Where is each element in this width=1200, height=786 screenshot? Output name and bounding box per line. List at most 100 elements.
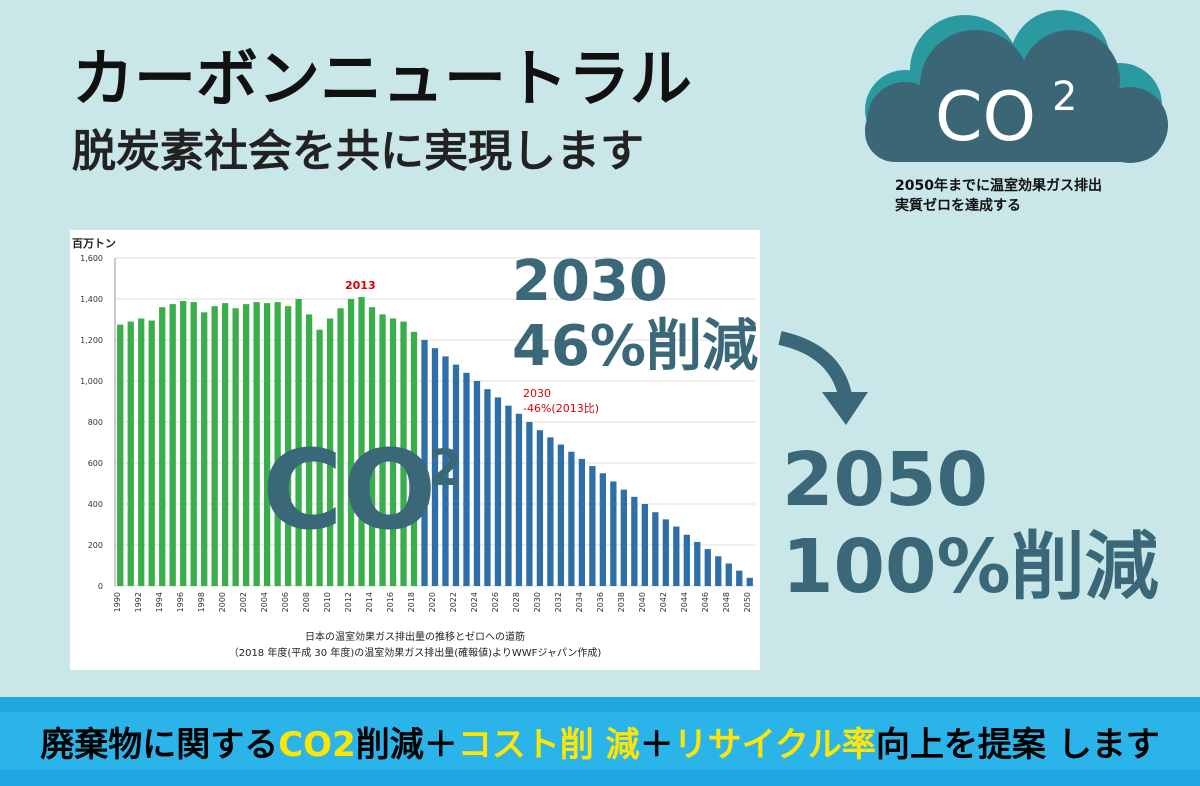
x-tick-label: 2042 bbox=[659, 592, 668, 612]
arrow-head bbox=[822, 392, 868, 425]
target-year: 2030 bbox=[512, 249, 668, 314]
x-tick-label: 2038 bbox=[617, 592, 626, 612]
x-tick-label: 2036 bbox=[596, 592, 605, 612]
x-tick-label: 2008 bbox=[302, 592, 311, 612]
banner-segment: ＋ bbox=[640, 725, 674, 765]
cloud-sup: 2 bbox=[1052, 74, 1077, 120]
bar bbox=[263, 303, 271, 586]
cloud: CO 2 bbox=[865, 10, 1168, 163]
x-tick-label: 2016 bbox=[386, 592, 395, 612]
bar bbox=[694, 541, 701, 586]
x-tick-label: 2040 bbox=[638, 592, 647, 612]
bar bbox=[494, 397, 502, 586]
bar bbox=[736, 570, 743, 586]
bar bbox=[201, 312, 208, 586]
bar bbox=[337, 308, 344, 586]
bar bbox=[138, 318, 145, 586]
bar bbox=[442, 356, 449, 586]
bar bbox=[190, 302, 197, 586]
bar bbox=[662, 519, 669, 586]
x-tick-label: 2028 bbox=[512, 592, 521, 612]
y-tick-label: 1,400 bbox=[80, 295, 103, 304]
bar bbox=[673, 526, 680, 586]
target-text: 100%削減 bbox=[782, 524, 1159, 610]
bar bbox=[284, 306, 292, 586]
cloud-caption: 2050年までに温室効果ガス排出 bbox=[895, 177, 1102, 194]
bar bbox=[169, 304, 176, 586]
bar bbox=[536, 430, 544, 586]
banner-text: 廃棄物に関するCO2削減＋コスト削 減＋リサイクル率向上を提案 します bbox=[40, 725, 1160, 765]
bar bbox=[379, 314, 386, 586]
bar bbox=[610, 481, 617, 586]
annotation: 2013 bbox=[345, 279, 376, 292]
banner-segment: 向上を提案 します bbox=[876, 725, 1160, 765]
bar bbox=[243, 304, 250, 586]
bar bbox=[389, 318, 397, 586]
x-tick-label: 2048 bbox=[722, 592, 731, 612]
bar bbox=[148, 320, 155, 586]
bar bbox=[222, 303, 229, 586]
banner-segment: 削減＋ bbox=[356, 725, 458, 765]
bar bbox=[715, 556, 722, 586]
bar bbox=[232, 308, 239, 586]
bar bbox=[620, 489, 627, 586]
bar bbox=[746, 577, 753, 586]
bar bbox=[683, 534, 690, 586]
bar bbox=[274, 302, 281, 586]
cloud-caption: 実質ゼロを達成する bbox=[895, 197, 1021, 214]
x-tick-label: 2050 bbox=[743, 592, 752, 612]
banner-segment: リサイクル率 bbox=[674, 725, 876, 765]
bar bbox=[641, 504, 648, 586]
bar bbox=[526, 422, 533, 586]
x-tick-label: 2018 bbox=[407, 592, 416, 612]
y-tick-label: 800 bbox=[88, 418, 103, 427]
x-tick-label: 1992 bbox=[134, 592, 143, 612]
bar bbox=[117, 324, 124, 586]
bar bbox=[631, 496, 638, 586]
x-tick-label: 1990 bbox=[113, 592, 122, 612]
x-tick-label: 2000 bbox=[218, 592, 227, 612]
bar bbox=[557, 444, 565, 586]
x-tick-label: 2010 bbox=[323, 592, 332, 612]
y-tick-label: 1,200 bbox=[80, 336, 103, 345]
bar bbox=[568, 451, 575, 586]
overlay-label: CO bbox=[262, 426, 436, 554]
bar bbox=[652, 512, 659, 586]
bar bbox=[400, 321, 407, 586]
x-tick-label: 2022 bbox=[449, 592, 458, 612]
x-tick-label: 2002 bbox=[239, 592, 248, 612]
x-tick-label: 1996 bbox=[176, 592, 185, 612]
x-tick-label: 2006 bbox=[281, 592, 290, 612]
chart: 0 200 400 600 800 1,000 1,200 1,400 1,600 百万トン 199… bbox=[72, 237, 755, 659]
y-axis-label: 百万トン bbox=[72, 237, 116, 250]
x-tick-label: 2026 bbox=[491, 592, 500, 612]
bar bbox=[347, 299, 355, 586]
bar bbox=[180, 301, 187, 586]
bar bbox=[305, 314, 313, 586]
banner-segment: CO2 bbox=[278, 725, 356, 765]
bar bbox=[547, 437, 554, 586]
bar bbox=[431, 348, 439, 586]
x-tick-label: 2044 bbox=[680, 592, 689, 612]
bar bbox=[725, 563, 732, 586]
banner-segment: 廃棄物に関する bbox=[40, 725, 278, 765]
x-tick-label: 2014 bbox=[365, 592, 374, 612]
annotation: -46%(2013比) bbox=[523, 402, 599, 415]
bar bbox=[704, 549, 711, 586]
y-tick-label: 1,000 bbox=[80, 377, 103, 386]
y-tick-label: 400 bbox=[88, 500, 103, 509]
x-tick-label: 1994 bbox=[155, 592, 164, 612]
bar bbox=[589, 466, 596, 586]
overlay-sup: 2 bbox=[428, 439, 463, 497]
cloud-label: CO bbox=[935, 78, 1036, 157]
bar bbox=[410, 331, 418, 586]
x-tick-label: 2034 bbox=[575, 592, 584, 612]
bar bbox=[452, 364, 460, 586]
x-tick-label: 2020 bbox=[428, 592, 437, 612]
bar bbox=[599, 473, 607, 586]
bar bbox=[211, 306, 218, 586]
x-tick-label: 2046 bbox=[701, 592, 710, 612]
banner-segment: コスト削 減 bbox=[458, 725, 640, 765]
chart-caption: 日本の温室効果ガス排出量の推移とゼロへの道筋 bbox=[305, 630, 525, 643]
bar bbox=[326, 318, 334, 586]
